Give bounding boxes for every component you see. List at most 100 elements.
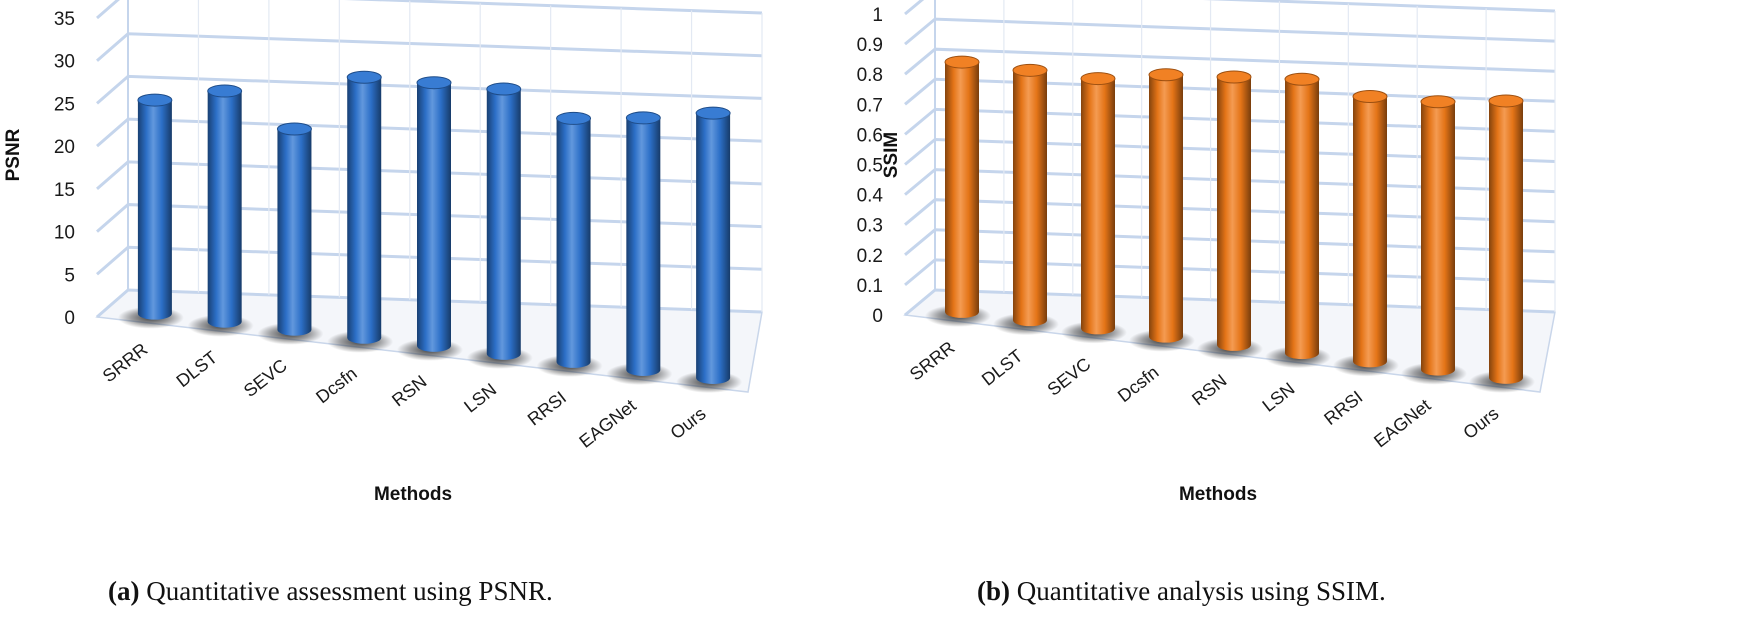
y-tick-label: 0.1 [857, 276, 883, 297]
y-axis-ticks: 0 0.1 0.2 0.3 0.4 0.5 0.6 0.7 0.8 0.9 1 [857, 5, 884, 327]
x-tick-label: EAGNet [1370, 395, 1434, 451]
bar-lsn [466, 82, 533, 369]
x-tick-label: Dcsfn [1114, 362, 1163, 406]
bar-body [696, 113, 731, 384]
gridline [904, 17, 1556, 46]
x-tick-label: SEVC [1044, 354, 1095, 400]
bar-eagnet [1401, 95, 1467, 385]
bar-top [625, 111, 661, 125]
gridline [904, 0, 1556, 16]
y-tick-label: 30 [54, 52, 75, 73]
y-tick-label: 0.7 [857, 95, 883, 116]
bar-top [944, 55, 980, 69]
bar-top [346, 70, 382, 84]
gridline [904, 47, 1556, 76]
y-tick-label: 0 [64, 308, 75, 329]
bar-body [277, 128, 312, 336]
x-tick-label: DLST [978, 346, 1027, 390]
gridline [96, 0, 763, 20]
bar-eagnet [606, 111, 673, 385]
bar-body [1421, 101, 1455, 376]
bar-rrsi [536, 111, 603, 377]
x-tick-label: RSN [388, 371, 430, 410]
y-tick-label: 0.8 [857, 65, 883, 86]
psnr-chart: 0 5 10 15 20 25 30 35 SRRR DLST SEVC Dcsfn RSN LSN RRS… [3, 0, 763, 505]
bar-top [276, 122, 312, 136]
bar-sevc [257, 122, 324, 345]
y-tick-label: 0.4 [857, 186, 884, 207]
bar-srrr [925, 55, 991, 327]
caption-text: Quantitative analysis using SSIM. [1016, 576, 1386, 606]
bar-body [417, 82, 451, 352]
bar-rrsi [1333, 90, 1399, 377]
bar-body [137, 100, 172, 320]
bar-body [486, 89, 521, 360]
bar-dlst [993, 63, 1059, 336]
bar-top [1420, 95, 1456, 109]
bar-body [556, 118, 591, 368]
x-tick-label: LSN [1259, 379, 1299, 416]
bar-top [207, 84, 243, 98]
x-tick-label: LSN [460, 379, 500, 416]
bar-body [1081, 78, 1115, 335]
bar-top [486, 82, 522, 96]
bars [117, 70, 743, 393]
bar-body [1353, 96, 1387, 368]
y-axis-title: SSIM [881, 132, 902, 178]
y-tick-label: 0.9 [857, 35, 883, 56]
y-tick-label: 20 [54, 137, 75, 158]
bar-body [1489, 100, 1523, 384]
bar-top [137, 93, 173, 107]
bar-lsn [1265, 72, 1331, 369]
bar-dcsfn [327, 70, 394, 353]
bar-body [1149, 74, 1183, 343]
gridlines [904, 0, 1556, 317]
y-axis-title: PSNR [3, 128, 24, 181]
x-axis-title: Methods [374, 484, 452, 505]
bars [925, 55, 1535, 393]
x-tick-label: SEVC [240, 355, 291, 401]
bar-top [1488, 94, 1524, 108]
bar-ours [676, 106, 743, 393]
bar-rsn [1197, 70, 1263, 360]
bar-ours [1469, 94, 1535, 393]
chart-panel-ssim: 0 0.1 0.2 0.3 0.4 0.5 0.6 0.7 0.8 0.9 1 SRRR DLST SEV… [857, 0, 1750, 618]
x-tick-label: Dcsfn [312, 363, 361, 407]
x-tick-label: SRRR [99, 339, 152, 386]
y-tick-label: 5 [64, 265, 75, 286]
bar-dlst [187, 84, 254, 337]
bar-top [1148, 68, 1184, 82]
bar-top [416, 76, 452, 90]
y-tick-label: 0.6 [857, 125, 883, 146]
ssim-chart: 0 0.1 0.2 0.3 0.4 0.5 0.6 0.7 0.8 0.9 1 SRRR DLST SEV… [857, 0, 1556, 505]
y-tick-label: 15 [54, 180, 75, 201]
caption-tag: (a) [108, 576, 140, 606]
bar-top [1284, 72, 1320, 86]
x-tick-label: DLST [173, 347, 222, 391]
bar-top [1012, 63, 1048, 77]
gridlines [96, 0, 763, 319]
y-tick-label: 0.3 [857, 216, 883, 237]
bar-body [1285, 79, 1319, 360]
bar-body [626, 117, 661, 376]
y-tick-label: 25 [54, 94, 75, 115]
y-tick-label: 0 [872, 306, 883, 327]
y-tick-label: 0.2 [857, 246, 883, 267]
caption-tag: (b) [977, 576, 1010, 606]
bar-top [1216, 70, 1252, 84]
bar-body [207, 91, 242, 328]
gridline [96, 32, 763, 62]
x-tick-label: Ours [667, 403, 710, 443]
y-tick-label: 10 [54, 223, 75, 244]
x-tick-label: RSN [1188, 370, 1230, 409]
x-axis-title: Methods [1179, 484, 1257, 505]
caption-ssim: (b) Quantitative analysis using SSIM. [977, 576, 1386, 607]
bar-sevc [1061, 72, 1127, 344]
caption-psnr: (a) Quantitative assessment using PSNR. [108, 576, 553, 607]
x-tick-label: Ours [1459, 403, 1502, 443]
bar-top [1352, 90, 1388, 104]
y-axis-ticks: 0 5 10 15 20 25 30 35 [54, 9, 75, 329]
bar-top [695, 106, 731, 120]
x-tick-label: RRSI [1320, 387, 1366, 429]
bar-body [1217, 77, 1251, 351]
